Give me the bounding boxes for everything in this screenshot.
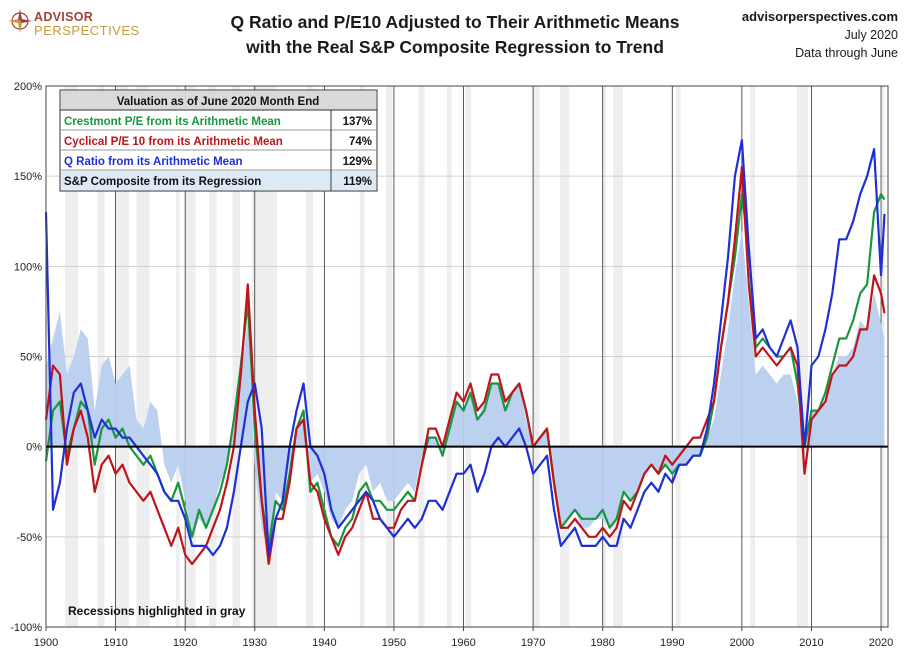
source-site: advisorperspectives.com: [741, 9, 898, 24]
x-tick-label: 1940: [312, 637, 336, 649]
recession-footnote: Recessions highlighted in gray: [68, 604, 246, 618]
x-tick-label: 1930: [243, 637, 267, 649]
y-tick-label: 150%: [14, 171, 42, 183]
legend-value-sp: 119%: [343, 176, 372, 188]
chart-title-line1: Q Ratio and P/E10 Adjusted to Their Arit…: [230, 12, 680, 32]
legend-row-bg: [61, 171, 331, 190]
x-tick-label: 1910: [103, 637, 127, 649]
legend-value-pe10: 74%: [349, 136, 372, 148]
axes: -100% -50% 0% 50% 100% 150% 200% 1900 1910 1920 19…: [10, 81, 893, 649]
x-tick-label: 1980: [590, 637, 614, 649]
chart-title: Q Ratio and P/E10 Adjusted to Their Arit…: [185, 10, 725, 60]
x-tick-label: 1990: [660, 637, 684, 649]
legend-header-bg: [61, 91, 376, 110]
legend-label-crestmont: Crestmont P/E from its Arithmetic Mean: [64, 116, 281, 128]
plot-border: [45, 85, 889, 628]
source-note: Data through June: [795, 46, 898, 60]
y-tick-label: 50%: [20, 352, 42, 364]
x-tick-label: 2010: [799, 637, 823, 649]
legend-row-bg: [332, 171, 376, 190]
chart-title-line2: with the Real S&P Composite Regression t…: [246, 37, 664, 57]
legend-label-qratio: Q Ratio from its Arithmetic Mean: [64, 156, 243, 168]
source-date: July 2020: [844, 28, 898, 42]
x-tick-label: 1960: [451, 637, 475, 649]
x-tick-label: 1970: [521, 637, 545, 649]
legend-label-sp: S&P Composite from its Regression: [64, 176, 261, 188]
legend-value-crestmont: 137%: [343, 116, 372, 128]
source-block: advisorperspectives.com July 2020 Data t…: [742, 8, 898, 62]
legend-header: Valuation as of June 2020 Month End: [117, 96, 320, 108]
qratio-line: [44, 139, 886, 556]
brand-line1: ADVISOR: [34, 10, 94, 24]
x-tick-label: 2000: [730, 637, 754, 649]
legend-value-qratio: 129%: [343, 156, 372, 168]
x-tick-label: 1950: [382, 637, 406, 649]
y-tick-label: 200%: [14, 81, 42, 93]
x-tick-label: 2020: [869, 637, 893, 649]
y-tick-label: 0%: [26, 442, 42, 454]
series-lines: [44, 139, 886, 565]
legend-label-pe10: Cyclical P/E 10 from its Arithmetic Mean: [64, 136, 283, 148]
compass-icon: [8, 9, 32, 33]
legend-table: Valuation as of June 2020 Month End Cres…: [59, 89, 378, 192]
x-tick-label: 1900: [34, 637, 58, 649]
y-tick-label: 100%: [14, 261, 42, 273]
y-tick-label: -100%: [10, 622, 42, 634]
x-tick-label: 1920: [173, 637, 197, 649]
y-tick-label: -50%: [16, 532, 42, 544]
pe10-line: [44, 166, 886, 565]
brand-logo: ADVISOR PERSPECTIVES: [8, 8, 140, 38]
brand-line2: PERSPECTIVES: [34, 23, 140, 38]
